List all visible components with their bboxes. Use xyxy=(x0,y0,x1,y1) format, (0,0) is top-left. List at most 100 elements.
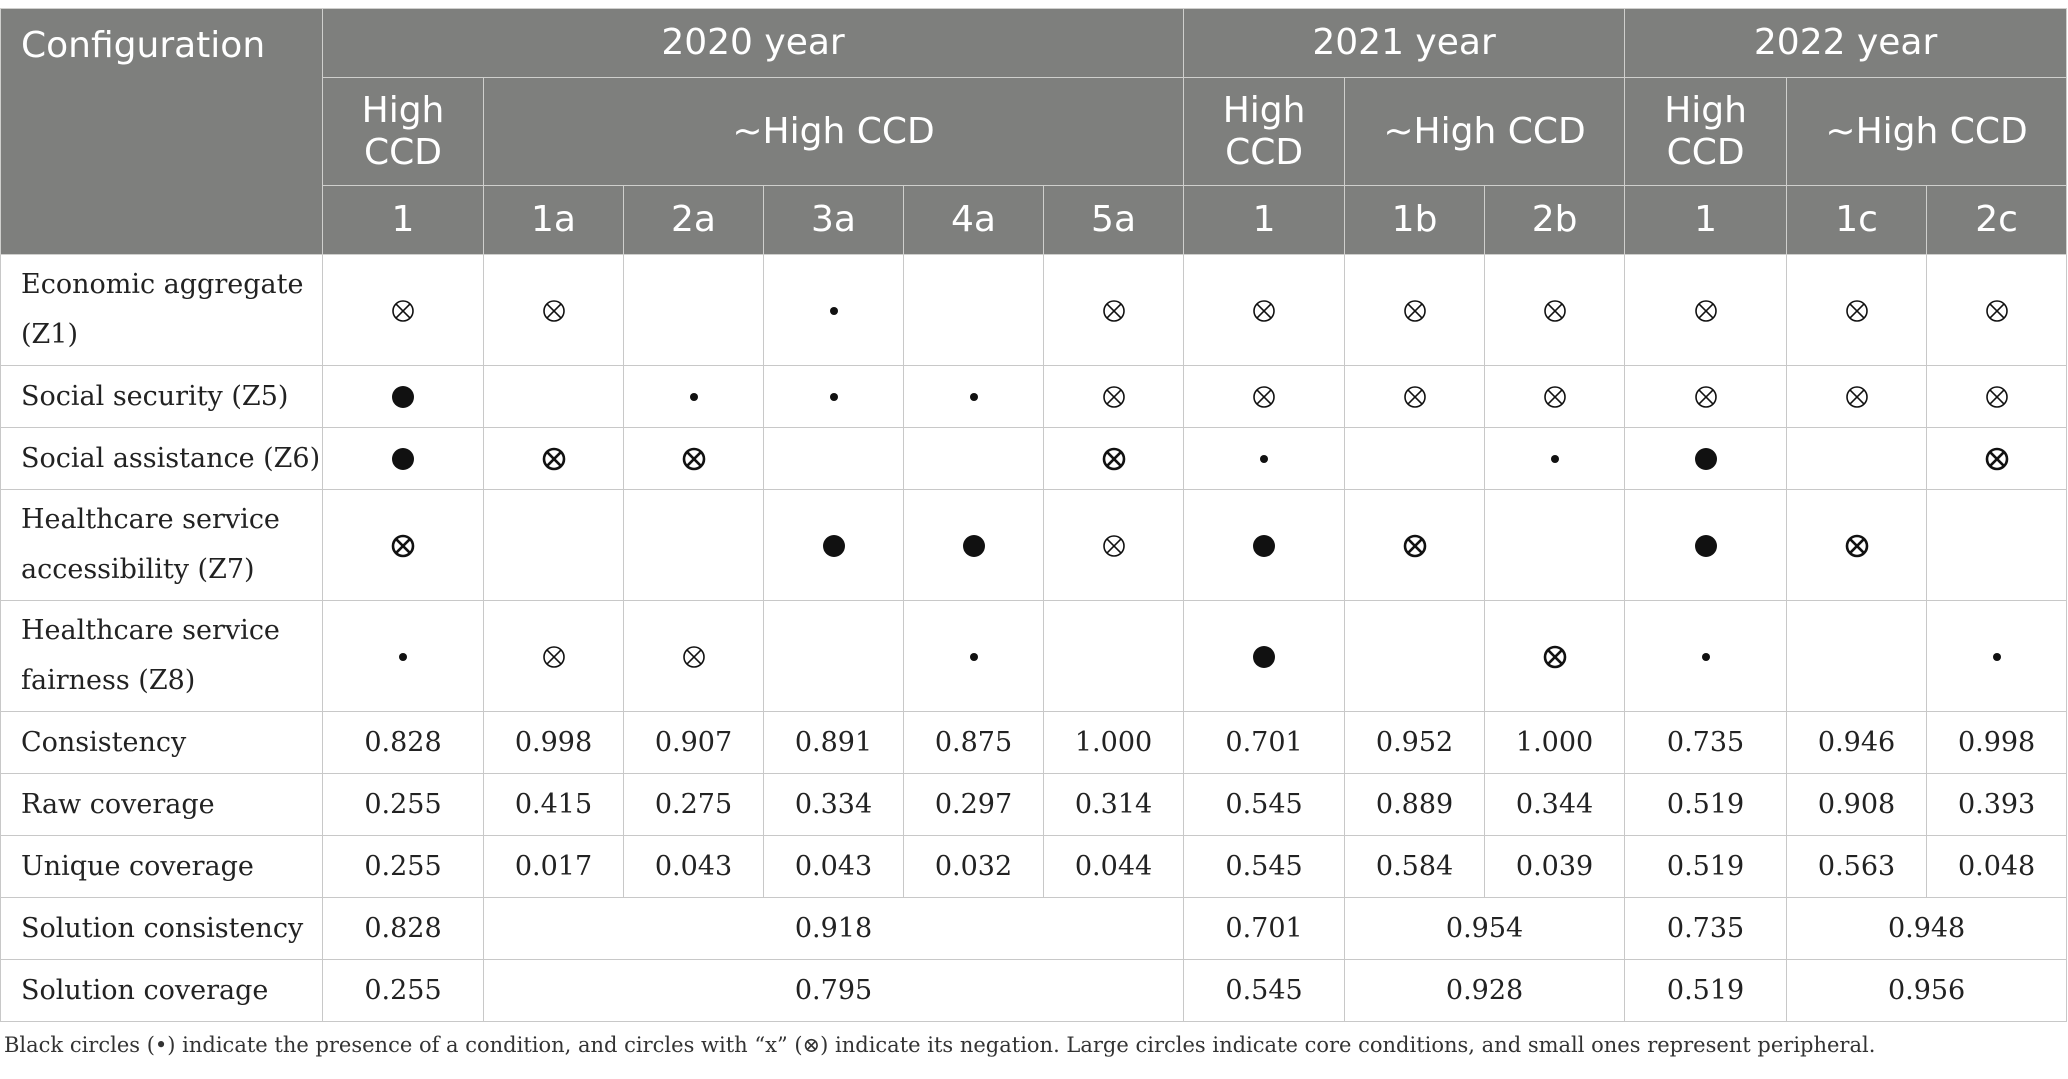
condition-row-z8: Healthcare service fairness (Z8) xyxy=(0,600,2068,712)
condition-cell xyxy=(1042,427,1185,490)
metric-row-raw-coverage: Raw coverage 0.255 0.415 0.275 0.334 0.2… xyxy=(0,773,2068,836)
solution-id: 1 xyxy=(322,185,484,255)
metric-value: 1.000 xyxy=(1042,711,1185,774)
condition-cell xyxy=(322,365,484,428)
condition-cell xyxy=(1183,600,1346,712)
small-black-dot-icon xyxy=(1260,455,1269,463)
large-black-circle-icon xyxy=(392,386,414,408)
circled-x-icon xyxy=(1251,384,1277,410)
circled-x-icon xyxy=(1693,384,1719,410)
solution-value: 0.918 xyxy=(482,897,1185,960)
small-black-dot-icon xyxy=(1550,455,1559,463)
table-footnote: Black circles (•) indicate the presence … xyxy=(4,1033,1876,1057)
condition-cell xyxy=(1183,254,1346,366)
header-row-years: Configuration 2020 year 2021 year 2022 y… xyxy=(0,8,2068,255)
header-row-solutions: 1 1a 2a 3a 4a 5a 1 1b 2b 1 1c 2c xyxy=(1,185,2068,255)
condition-label: Healthcare service fairness (Z8) xyxy=(0,600,323,712)
condition-cell xyxy=(1624,254,1788,366)
condition-cell xyxy=(1484,427,1626,490)
condition-row-z6: Social assistance (Z6) xyxy=(0,427,2068,490)
condition-cell xyxy=(623,600,764,712)
condition-cell xyxy=(1484,254,1626,366)
metric-label: Consistency xyxy=(0,711,323,774)
metric-value: 0.946 xyxy=(1786,711,1928,774)
configuration-header: Configuration xyxy=(0,8,323,255)
empty-cell xyxy=(1344,427,1486,490)
condition-cell xyxy=(903,600,1044,712)
metric-value: 0.998 xyxy=(1926,711,2068,774)
solution-id: 2c xyxy=(1926,185,2068,255)
metric-value: 0.584 xyxy=(1344,835,1486,898)
empty-cell xyxy=(903,254,1044,366)
year-header-2022: 2022 year xyxy=(1624,8,2068,78)
circled-x-icon xyxy=(1402,384,1428,410)
metric-value: 0.275 xyxy=(623,773,764,836)
circled-x-bold-icon xyxy=(1542,644,1568,670)
condition-cell xyxy=(1042,365,1185,428)
condition-cell xyxy=(1183,365,1346,428)
metric-value: 0.032 xyxy=(903,835,1044,898)
metric-label: Unique coverage xyxy=(0,835,323,898)
empty-cell xyxy=(763,427,904,490)
large-black-circle-icon xyxy=(392,448,414,470)
metric-value: 0.828 xyxy=(322,711,484,774)
metric-value: 0.344 xyxy=(1484,773,1626,836)
solution-value: 0.735 xyxy=(1624,897,1788,960)
large-black-circle-icon xyxy=(1694,448,1717,470)
metric-value: 0.017 xyxy=(483,835,624,898)
configuration-table: Configuration 2020 year 2021 year 2022 y… xyxy=(0,8,2068,1022)
metric-value: 0.519 xyxy=(1624,835,1788,898)
solution-metric-label: Solution coverage xyxy=(0,959,323,1022)
small-black-dot-icon xyxy=(969,652,978,661)
solution-consistency-row: Solution consistency 0.828 0.918 0.701 0… xyxy=(0,897,2068,960)
circled-x-icon xyxy=(1542,384,1568,410)
header-row-outcomes: High CCD ~High CCD High CCD ~High CCD Hi… xyxy=(1,77,2068,186)
condition-cell xyxy=(623,365,764,428)
circled-x-bold-icon xyxy=(390,533,416,559)
metric-value: 0.039 xyxy=(1484,835,1626,898)
metric-value: 0.875 xyxy=(903,711,1044,774)
year-header-2021: 2021 year xyxy=(1183,8,1626,78)
outcome-high-2021: High CCD xyxy=(1183,77,1346,186)
solution-metric-label: Solution consistency xyxy=(0,897,323,960)
condition-cell xyxy=(1624,427,1788,490)
empty-cell xyxy=(1786,427,1928,490)
condition-cell xyxy=(1926,254,2068,366)
outcome-not-high-2022: ~High CCD xyxy=(1786,77,2068,186)
metric-row-unique-coverage: Unique coverage 0.255 0.017 0.043 0.043 … xyxy=(0,835,2068,898)
condition-row-z5: Social security (Z5) xyxy=(0,365,2068,428)
solution-id: 3a xyxy=(763,185,904,255)
outcome-high-2022: High CCD xyxy=(1624,77,1788,186)
solution-value: 0.545 xyxy=(1183,959,1346,1022)
metric-value: 0.043 xyxy=(763,835,904,898)
metric-value: 0.043 xyxy=(623,835,764,898)
metric-value: 0.891 xyxy=(763,711,904,774)
metric-value: 0.907 xyxy=(623,711,764,774)
solution-id: 5a xyxy=(1042,185,1185,255)
metric-value: 0.735 xyxy=(1624,711,1788,774)
condition-cell xyxy=(903,489,1044,601)
empty-cell xyxy=(1926,489,2068,601)
condition-cell xyxy=(322,489,484,601)
condition-label: Social security (Z5) xyxy=(0,365,323,428)
empty-cell xyxy=(1484,489,1626,601)
condition-cell xyxy=(763,489,904,601)
circled-x-bold-icon xyxy=(1844,533,1870,559)
large-black-circle-icon xyxy=(1694,534,1717,557)
small-black-dot-icon xyxy=(1992,652,2001,661)
condition-cell xyxy=(903,365,1044,428)
circled-x-icon xyxy=(541,644,567,670)
circled-x-icon xyxy=(1844,298,1870,324)
circled-x-bold-icon xyxy=(681,446,707,472)
empty-cell xyxy=(903,427,1044,490)
condition-cell xyxy=(322,427,484,490)
condition-cell xyxy=(1344,489,1486,601)
large-black-circle-icon xyxy=(1253,645,1276,668)
metric-value: 0.415 xyxy=(483,773,624,836)
solution-coverage-row: Solution coverage 0.255 0.795 0.545 0.92… xyxy=(0,959,2068,1022)
solution-value: 0.255 xyxy=(322,959,484,1022)
condition-cell xyxy=(763,365,904,428)
condition-cell xyxy=(1183,427,1346,490)
metric-value: 0.255 xyxy=(322,835,484,898)
large-black-circle-icon xyxy=(822,534,845,557)
